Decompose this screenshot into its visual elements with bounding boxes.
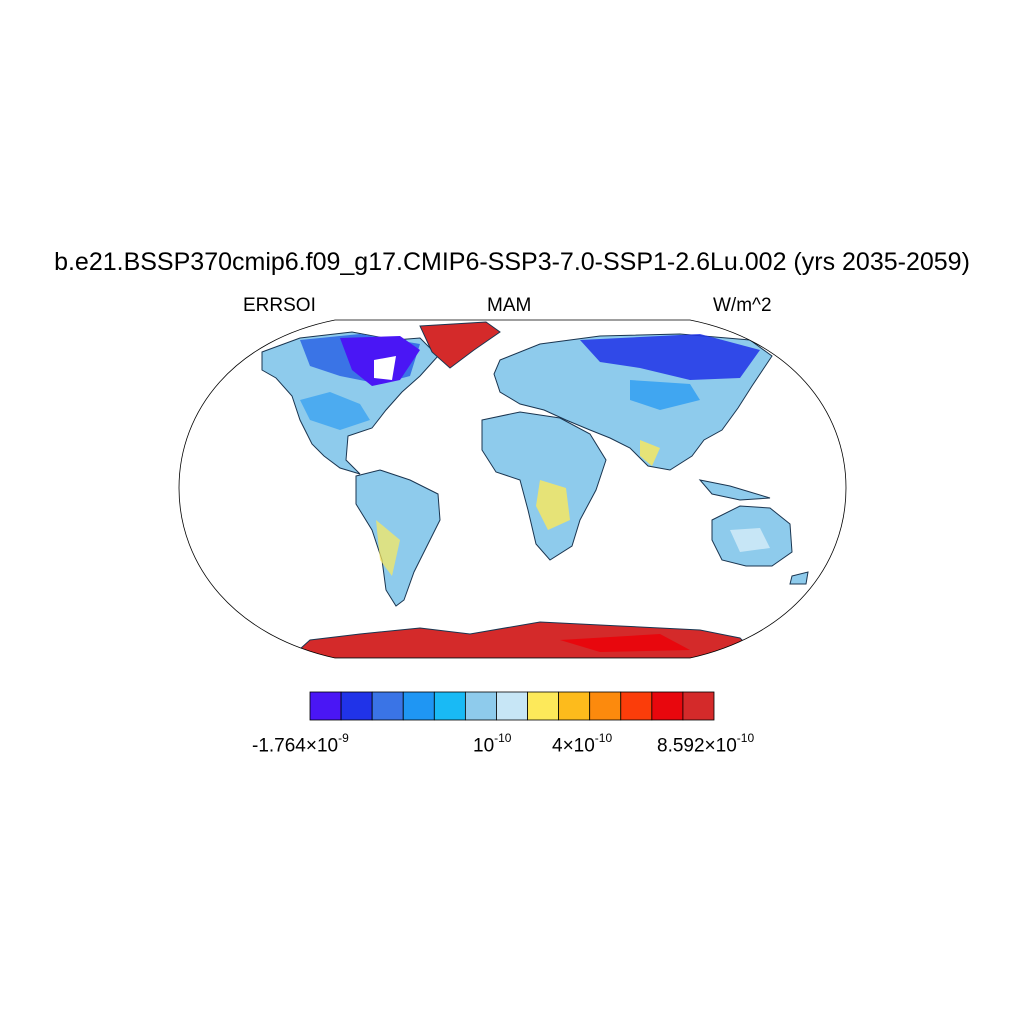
south-america [355,469,441,607]
colorbar-box-6 [496,691,528,721]
colorbar-box-2 [371,691,404,721]
colorbar-box-4 [433,691,466,721]
colorbar-box-0 [309,691,342,721]
colorbar-box-9 [589,691,622,721]
map-outline [178,319,847,659]
units-label: W/m^2 [713,295,772,316]
colorbar-box-1 [340,691,373,721]
colorbar-box-10 [620,691,653,721]
map-title: b.e21.BSSP370cmip6.f09_g17.CMIP6-SSP3-7.… [54,248,970,276]
colorbar-label-max: 8.592×10-10 [657,731,755,757]
variable-label: ERRSOI [243,295,316,316]
colorbar-box-5 [464,691,497,721]
colorbar-box-8 [558,691,591,721]
season-label: MAM [487,295,532,316]
greenland [419,321,501,369]
colorbar-box-11 [651,691,684,721]
colorbar-box-3 [402,691,435,721]
colorbar-box-7 [527,691,560,721]
colorbar-label-4e-10: 4×10-10 [552,731,613,757]
colorbar-label-1e-10: 10-10 [473,731,512,757]
colorbar-label-min: -1.764×10-9 [252,731,349,757]
colorbar-box-12 [682,691,715,721]
